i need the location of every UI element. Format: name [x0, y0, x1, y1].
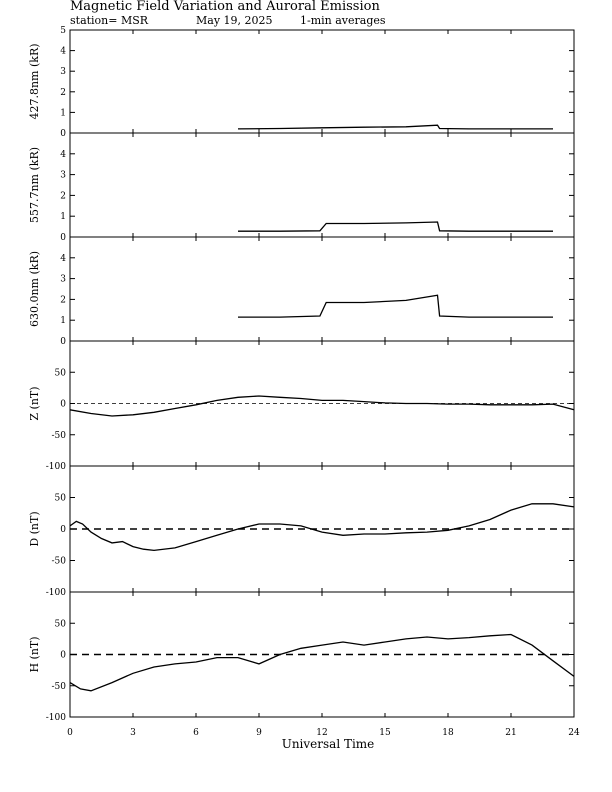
- y-tick-label: 0: [60, 129, 66, 139]
- date-label: May 19, 2025: [196, 14, 273, 27]
- x-tick-label: 24: [568, 728, 580, 738]
- x-tick-label: 15: [379, 728, 391, 738]
- y-tick-label: 50: [55, 619, 67, 629]
- y-tick-label: 1: [60, 316, 66, 326]
- y-tick-label: 0: [60, 525, 66, 535]
- y-tick-label: -50: [52, 682, 67, 692]
- y-tick-label: 1: [60, 108, 66, 118]
- x-axis-label: Universal Time: [282, 737, 375, 751]
- y-tick-label: 2: [60, 88, 66, 98]
- y-tick-label: 2: [60, 191, 66, 201]
- panel-frame: [69, 236, 575, 342]
- x-tick-label: 3: [130, 728, 136, 738]
- y-tick-label: 50: [55, 368, 67, 378]
- x-tick-label: 21: [505, 728, 516, 738]
- y-tick-label: 5: [60, 26, 66, 36]
- panel-frame: [69, 29, 575, 134]
- series-line: [238, 221, 553, 232]
- series-line: [69, 395, 575, 417]
- y-tick-label: 4: [60, 47, 66, 57]
- y-axis-label: H (nT): [28, 636, 41, 672]
- y-tick-label: 1: [60, 212, 66, 222]
- station-label: station= MSR: [70, 14, 149, 27]
- y-tick-label: 3: [60, 275, 66, 285]
- y-tick-label: 0: [60, 233, 66, 243]
- y-tick-label: 0: [60, 400, 66, 410]
- y-tick-label: 4: [60, 254, 66, 264]
- series-line: [237, 124, 553, 130]
- y-tick-label: 3: [60, 171, 66, 181]
- series-line: [238, 294, 553, 318]
- y-tick-label: -100: [46, 462, 66, 472]
- y-tick-label: 0: [60, 651, 66, 661]
- series-line: [69, 633, 575, 692]
- y-axis-label: Z (nT): [28, 386, 41, 420]
- averaging-label: 1-min averages: [300, 14, 386, 27]
- chart-title: Magnetic Field Variation and Auroral Emi…: [70, 0, 380, 14]
- y-axis-label: 630.0nm (kR): [28, 251, 41, 327]
- y-tick-label: -50: [52, 557, 67, 567]
- y-axis-label: D (nT): [28, 511, 41, 546]
- y-axis-label: 427.8nm (kR): [28, 43, 41, 119]
- series-line: [69, 503, 575, 552]
- y-tick-label: 50: [55, 494, 67, 504]
- x-tick-label: 0: [67, 728, 73, 738]
- y-tick-label: 2: [60, 295, 66, 305]
- x-tick-label: 18: [442, 728, 454, 738]
- x-tick-label: 6: [193, 728, 199, 738]
- y-tick-label: 4: [60, 150, 66, 160]
- y-axis-label: 557.7nm (kR): [28, 147, 41, 223]
- panel-frame: [69, 132, 575, 238]
- x-tick-label: 9: [256, 728, 262, 738]
- x-tick-label: 12: [316, 728, 327, 738]
- y-tick-label: -50: [52, 431, 67, 441]
- y-tick-label: 0: [60, 337, 66, 347]
- y-tick-label: 3: [60, 67, 66, 77]
- y-tick-label: -100: [46, 713, 66, 723]
- y-tick-label: -100: [46, 588, 66, 598]
